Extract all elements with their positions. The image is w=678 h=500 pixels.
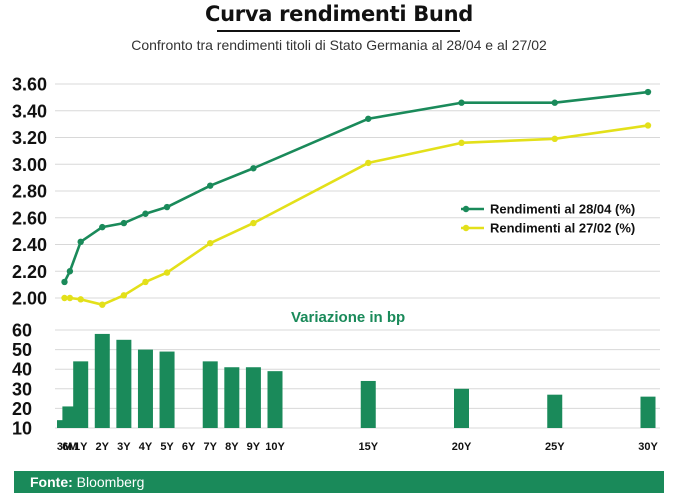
data-point xyxy=(61,294,68,302)
data-point xyxy=(551,135,558,143)
x-tick-label: 10Y xyxy=(265,441,285,453)
data-point xyxy=(163,269,171,276)
legend-label: Rendimenti al 27/02 (%) xyxy=(490,221,635,236)
data-point xyxy=(66,268,74,275)
y-tick-label: 2.40 xyxy=(12,235,47,255)
y-tick-label: 10 xyxy=(12,419,32,439)
data-point xyxy=(458,139,465,147)
source-text: Fonte: Bloomberg xyxy=(30,474,144,490)
y-tick-label: 3.60 xyxy=(12,75,47,95)
data-point xyxy=(120,219,128,227)
legend-marker xyxy=(462,224,470,232)
bar xyxy=(640,396,656,428)
data-point xyxy=(142,210,149,217)
x-tick-label: 30Y xyxy=(638,441,658,453)
title-underline xyxy=(217,30,460,32)
x-tick-label: 6Y xyxy=(182,441,196,453)
data-point xyxy=(365,159,372,167)
x-tick-label: 5Y xyxy=(160,441,174,453)
y-tick-label: 30 xyxy=(12,379,32,399)
bar xyxy=(360,380,376,428)
data-point xyxy=(551,99,558,106)
line-chart-grid xyxy=(55,83,660,299)
y-tick-label: 2.60 xyxy=(12,208,47,228)
bar xyxy=(224,367,240,428)
x-tick-label: 3Y xyxy=(117,441,131,453)
data-point xyxy=(99,301,106,308)
x-tick-label: 3M xyxy=(57,441,72,453)
bar-series xyxy=(57,333,656,428)
data-point xyxy=(77,296,84,303)
data-point xyxy=(61,278,68,286)
x-tick-label: 4Y xyxy=(139,441,153,453)
x-tick-label: 6M xyxy=(62,441,77,453)
y-tick-label: 3.00 xyxy=(12,155,47,175)
data-point xyxy=(250,219,257,227)
bar xyxy=(94,333,110,428)
x-tick-label: 9Y xyxy=(247,441,261,453)
data-point xyxy=(99,223,106,231)
chart-title: Curva rendimenti Bund xyxy=(205,2,473,26)
data-point xyxy=(458,99,465,106)
source-footer: Fonte: Bloomberg xyxy=(14,471,664,493)
y-tick-label: 2.20 xyxy=(12,262,47,282)
bar xyxy=(267,371,283,428)
data-point xyxy=(142,278,149,286)
data-point xyxy=(66,294,74,302)
data-point xyxy=(120,292,128,299)
data-point xyxy=(644,88,652,96)
source-value: Bloomberg xyxy=(76,474,145,490)
y-tick-label: 50 xyxy=(12,340,32,360)
x-tick-label: 7Y xyxy=(203,441,217,453)
y-tick-label: 2.00 xyxy=(12,289,47,309)
y-tick-label: 2.80 xyxy=(12,182,47,202)
line-series xyxy=(61,88,652,308)
yield-curve-chart: 2.002.202.402.602.803.003.203.403.60 102… xyxy=(12,75,660,453)
chart-subtitle: Confronto tra rendimenti titoli di Stato… xyxy=(131,37,547,53)
series-line xyxy=(63,90,649,283)
x-tick-label: 2Y xyxy=(96,441,110,453)
x-tick-label: 8Y xyxy=(225,441,239,453)
y-tick-label: 3.40 xyxy=(12,101,47,121)
x-tick-label: 1Y xyxy=(74,441,88,453)
bar xyxy=(454,388,469,428)
legend: Rendimenti al 28/04 (%) Rendimenti al 27/… xyxy=(461,202,635,236)
data-point xyxy=(250,165,257,172)
y-tick-label: 60 xyxy=(12,321,32,341)
x-tick-label: 25Y xyxy=(545,441,565,453)
data-point xyxy=(644,122,652,129)
x-tick-label: 20Y xyxy=(452,441,472,453)
x-tick-label: 15Y xyxy=(358,441,378,453)
legend-label: Rendimenti al 28/04 (%) xyxy=(490,202,635,217)
bar xyxy=(202,361,218,428)
bar xyxy=(245,367,261,428)
data-point xyxy=(77,238,84,246)
bar-panel-label: Variazione in bp xyxy=(291,309,405,326)
data-point xyxy=(365,115,372,122)
data-point xyxy=(207,182,214,189)
y-tick-label: 20 xyxy=(12,399,32,419)
line-chart-y-ticks: 2.00 2.20 2.40 2.60 2.80 3.00 3.20 3.40 3.60 xyxy=(12,75,47,309)
legend-marker xyxy=(462,205,470,213)
bar xyxy=(116,339,132,428)
bar xyxy=(137,349,153,428)
bar xyxy=(547,394,563,428)
data-point xyxy=(207,239,214,247)
y-tick-label: 40 xyxy=(12,360,32,380)
y-tick-label: 3.20 xyxy=(12,128,47,148)
bar xyxy=(159,351,175,428)
data-point xyxy=(163,203,171,211)
source-label: Fonte: xyxy=(30,474,73,490)
bar xyxy=(73,361,89,428)
